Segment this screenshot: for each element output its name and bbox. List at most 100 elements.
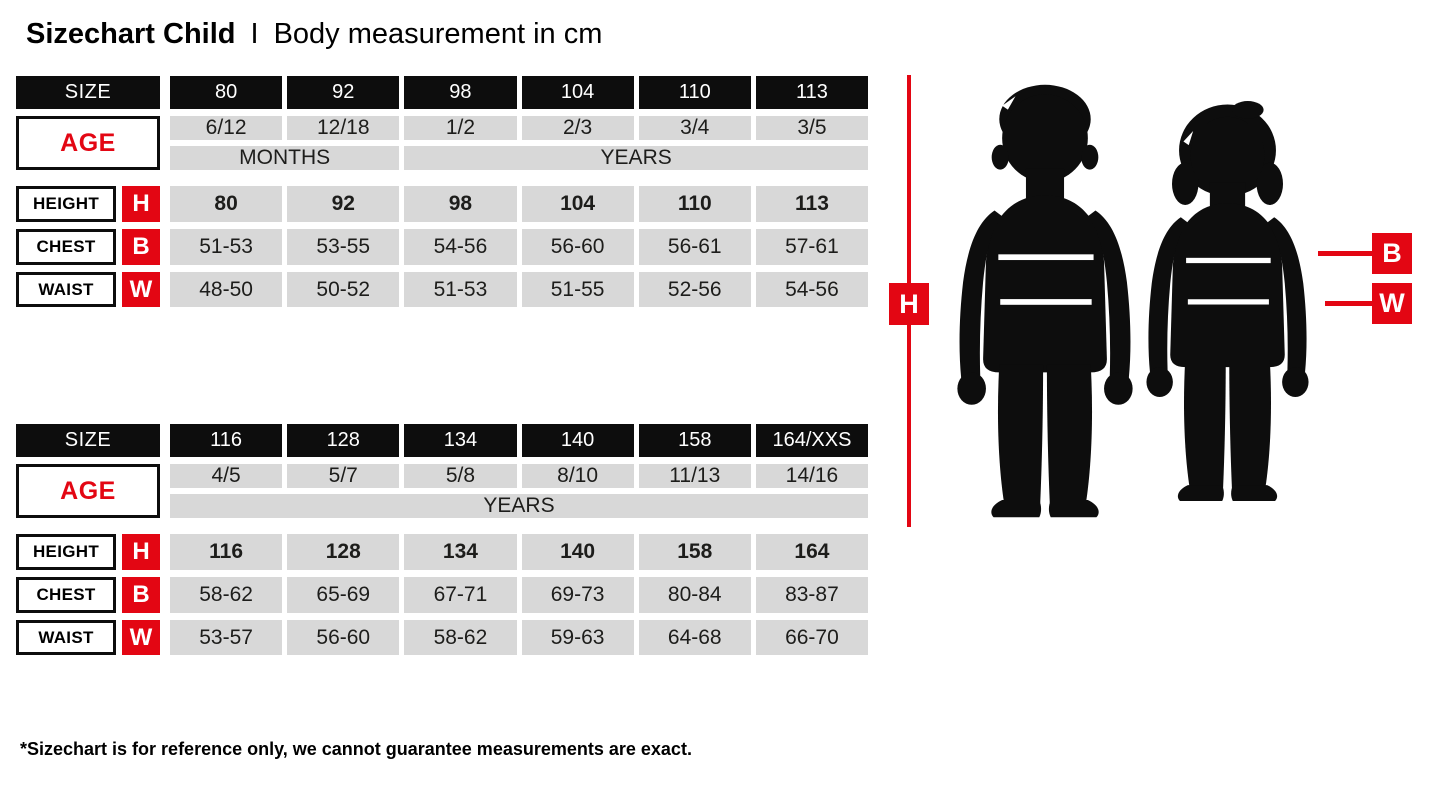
chest-badge: B [122, 577, 160, 613]
chest-cells: 51-53 53-55 54-56 56-60 56-61 57-61 [170, 229, 869, 265]
age-value-row: 4/5 5/7 5/8 8/10 11/13 14/16 [170, 464, 869, 488]
size-header-cell: 134 [404, 424, 517, 457]
boy-leg-right [1046, 364, 1093, 503]
height-measure-line-bottom [907, 325, 911, 527]
chest-marker-line [1318, 251, 1372, 256]
girl-silhouette [1146, 101, 1309, 501]
title-subtitle: Body measurement in cm [273, 18, 603, 50]
height-cell: 110 [638, 186, 751, 222]
girl-hair-flare-left [1172, 162, 1199, 205]
girl-torso [1170, 203, 1285, 368]
waist-row-label-group: WAIST W [16, 272, 160, 307]
waist-row: WAIST W 53-57 56-60 58-62 59-63 64-68 66… [16, 620, 869, 655]
age-cell: 14/16 [755, 464, 869, 488]
chest-cell: 53-55 [287, 229, 400, 265]
chest-cell: 69-73 [521, 577, 634, 613]
chest-cell: 83-87 [755, 577, 869, 613]
boy-foot-right [1048, 500, 1099, 518]
chest-cell: 58-62 [170, 577, 283, 613]
height-badge: H [122, 186, 160, 222]
chest-row: CHEST B 51-53 53-55 54-56 56-60 56-61 57… [16, 229, 869, 265]
waist-cell: 54-56 [755, 272, 869, 307]
size-header-cells: 116 128 134 140 158 164/XXS [170, 424, 869, 457]
age-cell: 4/5 [170, 464, 283, 488]
waist-cell: 56-60 [287, 620, 400, 655]
age-cell: 1/2 [404, 116, 517, 140]
waist-cell: 52-56 [638, 272, 751, 307]
waist-cell: 51-53 [404, 272, 517, 307]
size-row-label: SIZE [16, 424, 160, 457]
waist-row-label: WAIST [16, 272, 116, 307]
boy-waist-stripe [1000, 299, 1092, 305]
size-header-cell: 140 [521, 424, 634, 457]
size-header-cell: 92 [287, 76, 400, 109]
waist-row-label-group: WAIST W [16, 620, 160, 655]
boy-hand-right [1104, 372, 1133, 405]
height-cell: 140 [521, 534, 634, 570]
height-cell: 104 [521, 186, 634, 222]
boy-arm-left [959, 210, 1003, 379]
age-cell: 3/5 [755, 116, 869, 140]
age-block: AGE 6/12 12/18 1/2 2/3 3/4 3/5 MONTHS YE… [16, 116, 869, 170]
boy-ear-left [991, 144, 1009, 170]
boy-hair-highlight [1002, 96, 1016, 110]
height-cell: 80 [170, 186, 283, 222]
boy-silhouette [957, 84, 1133, 518]
girl-arm-left [1148, 217, 1188, 373]
girl-hand-left [1146, 367, 1173, 398]
height-row: HEIGHT H 116 128 134 140 158 164 [16, 534, 869, 570]
height-row: HEIGHT H 80 92 98 104 110 113 [16, 186, 869, 222]
size-header-cell: 164/XXS [755, 424, 869, 457]
chest-cell: 51-53 [170, 229, 283, 265]
size-header-cell: 128 [287, 424, 400, 457]
age-cell: 2/3 [521, 116, 634, 140]
height-cells: 116 128 134 140 158 164 [170, 534, 869, 570]
size-header-cells: 80 92 98 104 110 113 [170, 76, 869, 109]
age-row-label: AGE [16, 464, 160, 518]
boy-chest-stripe [998, 254, 1094, 261]
chest-cell: 56-61 [638, 229, 751, 265]
size-header-cell: 116 [170, 424, 283, 457]
height-marker: H [889, 283, 929, 325]
girl-hand-right [1282, 367, 1309, 398]
age-unit-row: YEARS [170, 494, 868, 518]
waist-cell: 48-50 [170, 272, 283, 307]
chest-cell: 54-56 [404, 229, 517, 265]
chest-cell: 80-84 [638, 577, 751, 613]
age-row-label: AGE [16, 116, 160, 170]
girl-hair-flare-right [1256, 162, 1283, 205]
age-cell: 12/18 [287, 116, 400, 140]
girl-foot-left [1177, 485, 1224, 501]
girl-foot-right [1231, 485, 1278, 501]
size-row-label: SIZE [16, 76, 160, 109]
height-cells: 80 92 98 104 110 113 [170, 186, 869, 222]
chest-row-label-group: CHEST B [16, 229, 160, 265]
waist-badge: W [122, 620, 160, 655]
waist-cell: 66-70 [755, 620, 869, 655]
height-row-label-group: HEIGHT H [16, 534, 160, 570]
height-cell: 134 [404, 534, 517, 570]
height-cell: 113 [755, 186, 869, 222]
boy-torso [983, 195, 1107, 373]
girl-chest-stripe [1186, 257, 1271, 264]
size-table-large: SIZE 116 128 134 140 158 164/XXS AGE 4/5… [16, 424, 869, 662]
waist-marker-line [1325, 301, 1372, 306]
waist-cell: 53-57 [170, 620, 283, 655]
chest-cell: 67-71 [404, 577, 517, 613]
girl-hair-highlight [1183, 130, 1194, 146]
page-title: Sizechart Child I Body measurement in cm [26, 18, 602, 51]
height-badge: H [122, 534, 160, 570]
height-row-label: HEIGHT [16, 186, 116, 222]
chest-row-label-group: CHEST B [16, 577, 160, 613]
boy-hand-left [957, 372, 986, 405]
age-cell: 6/12 [170, 116, 283, 140]
age-cell: 3/4 [638, 116, 751, 140]
waist-row-label: WAIST [16, 620, 116, 655]
age-cell: 11/13 [638, 464, 751, 488]
chest-row-label: CHEST [16, 229, 116, 265]
waist-row: WAIST W 48-50 50-52 51-53 51-55 52-56 54… [16, 272, 869, 307]
chest-row-label: CHEST [16, 577, 116, 613]
size-header-row: SIZE 80 92 98 104 110 113 [16, 76, 869, 109]
girl-leg-left [1184, 360, 1226, 488]
footnote: *Sizechart is for reference only, we can… [20, 739, 692, 759]
